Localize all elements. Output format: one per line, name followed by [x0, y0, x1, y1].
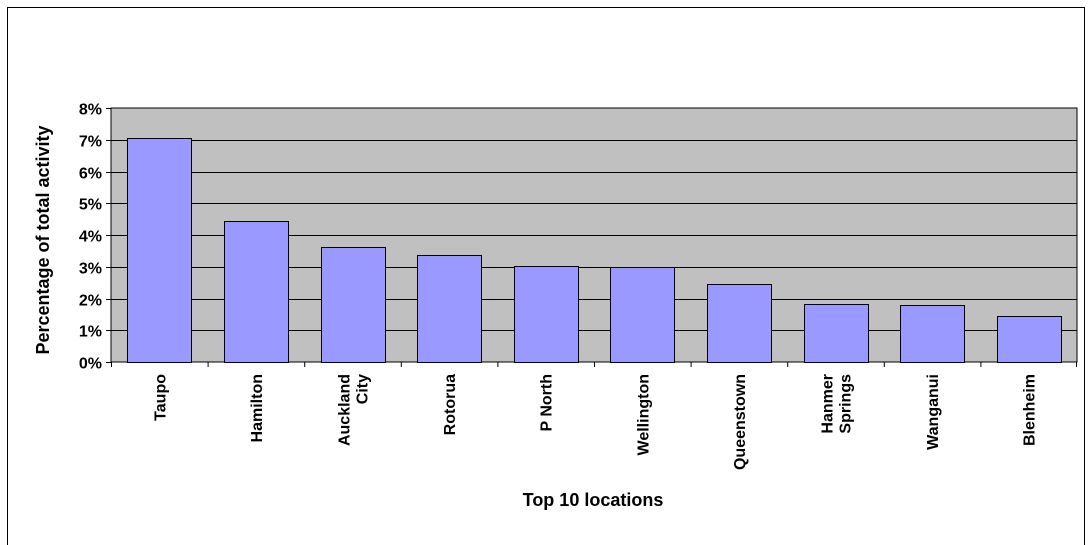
x-tick-label-text: Rotorua: [442, 374, 459, 435]
x-tick-label-text: Hamilton: [249, 374, 266, 442]
x-tick-label-line: Auckland: [337, 374, 354, 446]
y-tick-label: 3%: [79, 261, 102, 278]
y-tick-label: 2%: [79, 293, 102, 310]
y-tick-label: 1%: [79, 324, 102, 341]
y-tick-label: 0%: [79, 356, 102, 373]
x-tick-label-text: HanmerSprings: [820, 374, 855, 434]
x-tick-label-line: Queenstown: [732, 374, 749, 470]
x-tick-label-line: Springs: [838, 374, 855, 434]
bar-p-north: [514, 266, 579, 363]
x-tick-label-line: Rotorua: [442, 374, 459, 435]
bar-wanganui: [900, 305, 965, 363]
x-tick-label: Hamilton: [249, 374, 266, 442]
x-axis-label: Top 10 locations: [523, 490, 664, 510]
bars: [127, 138, 1062, 363]
x-tick-label-text: AucklandCity: [337, 374, 372, 446]
x-tick-label: Queenstown: [732, 374, 749, 470]
bar-queenstown: [707, 284, 772, 363]
bar-wellington: [610, 267, 675, 363]
bar-hamilton: [224, 221, 289, 363]
x-tick-label-line: Wanganui: [925, 374, 942, 450]
x-tick-label-text: P North: [539, 374, 556, 431]
x-tick-label: Taupo: [152, 374, 169, 421]
x-tick-label: AucklandCity: [337, 374, 372, 446]
x-tick-label-text: Wanganui: [925, 374, 942, 450]
x-tick-label-line: P North: [539, 374, 556, 431]
x-tick-labels: Taupo Hamilton AucklandCity Rotorua P North W…: [152, 374, 1038, 470]
y-tick-label: 6%: [79, 166, 102, 183]
x-tick-label-line: Taupo: [152, 374, 169, 421]
x-tick-label-text: Taupo: [152, 374, 169, 421]
x-tick-label-line: Hanmer: [820, 374, 837, 434]
y-axis-label: Percentage of total activity: [33, 125, 53, 354]
x-tick-label: Wanganui: [925, 374, 942, 450]
y-tick-label: 8%: [79, 102, 102, 119]
bar-rotorua: [417, 255, 482, 363]
y-tick-labels: 0% 1% 2% 3% 4% 5% 6% 7% 8%: [79, 102, 102, 373]
y-tick-label: 5%: [79, 197, 102, 214]
y-tick-label: 4%: [79, 229, 102, 246]
bar-auckland-city: [321, 247, 386, 363]
x-tick-label-text: Wellington: [635, 374, 652, 455]
bar-blenheim: [997, 316, 1062, 363]
y-tick-label: 7%: [79, 134, 102, 151]
x-tick-label-line: Hamilton: [249, 374, 266, 442]
x-tick-label-line: Wellington: [635, 374, 652, 455]
x-tick-label: Rotorua: [442, 374, 459, 435]
x-tick-label-text: Queenstown: [732, 374, 749, 470]
x-tick-label-line: Blenheim: [1022, 374, 1039, 446]
x-tick-label-line: City: [355, 374, 372, 404]
x-tick-label-text: Blenheim: [1022, 374, 1039, 446]
x-tick-label: HanmerSprings: [820, 374, 855, 434]
x-tick-label: Blenheim: [1022, 374, 1039, 446]
x-tick-label: P North: [539, 374, 556, 431]
x-tick-label: Wellington: [635, 374, 652, 455]
bar-taupo: [127, 138, 192, 363]
bar-hanmer-springs: [804, 304, 869, 363]
